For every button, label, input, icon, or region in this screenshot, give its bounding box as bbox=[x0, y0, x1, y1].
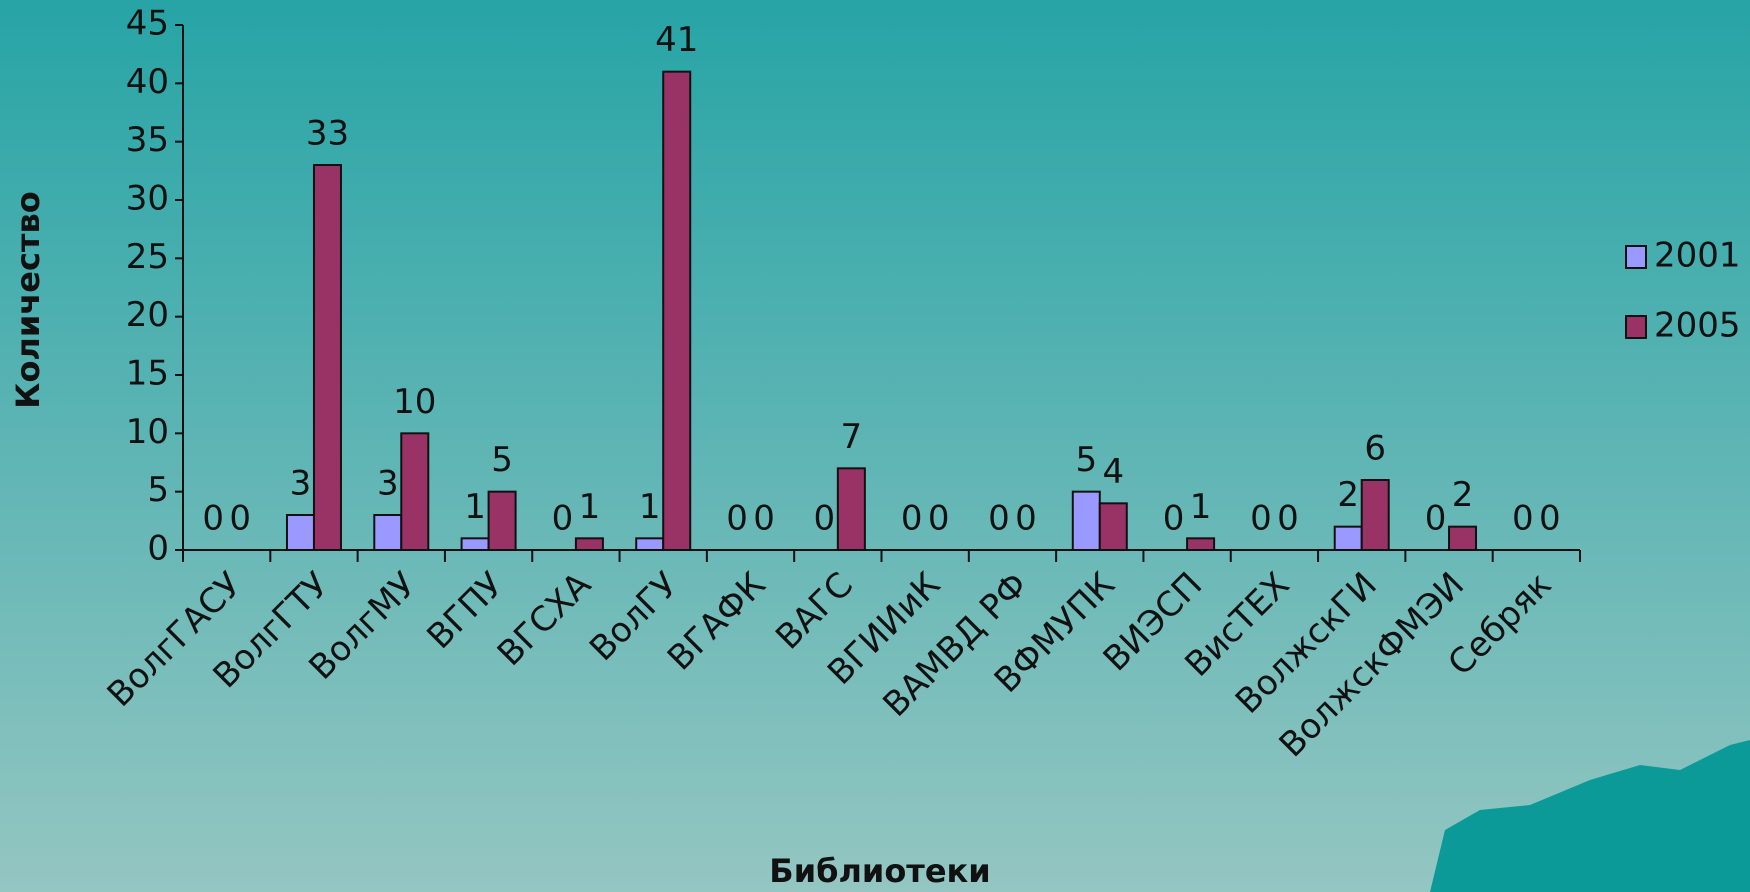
data-label: 0 bbox=[726, 499, 748, 539]
data-label: 0 bbox=[552, 499, 574, 539]
bar bbox=[635, 537, 665, 551]
data-label: 0 bbox=[202, 499, 224, 539]
data-label: 0 bbox=[753, 499, 775, 539]
y-tick-label: 5 bbox=[147, 470, 169, 510]
y-tick-label: 10 bbox=[126, 412, 169, 452]
data-label: 5 bbox=[1075, 440, 1097, 480]
y-tick-label: 20 bbox=[126, 295, 169, 335]
bar bbox=[1098, 502, 1128, 552]
bar bbox=[1333, 525, 1363, 552]
bar bbox=[400, 432, 430, 552]
bar bbox=[1360, 479, 1390, 551]
data-label: 10 bbox=[393, 382, 436, 422]
data-label: 1 bbox=[464, 487, 486, 527]
data-label: 0 bbox=[1425, 499, 1447, 539]
bar bbox=[373, 514, 403, 551]
x-axis-title: Библиотеки bbox=[769, 852, 990, 890]
bar bbox=[460, 537, 490, 551]
y-tick-label: 0 bbox=[147, 529, 169, 569]
y-tick-label: 45 bbox=[126, 4, 169, 44]
bar bbox=[1448, 525, 1478, 552]
y-tick-label: 40 bbox=[126, 62, 169, 102]
data-label: 7 bbox=[841, 417, 863, 457]
data-label: 0 bbox=[1539, 499, 1561, 539]
legend-swatch bbox=[1625, 245, 1647, 269]
data-label: 33 bbox=[306, 114, 349, 154]
y-tick-label: 30 bbox=[126, 179, 169, 219]
legend-label: 2005 bbox=[1654, 306, 1741, 346]
data-label: 1 bbox=[1190, 487, 1212, 527]
bar bbox=[1071, 490, 1101, 551]
bar bbox=[487, 490, 517, 551]
y-tick-label: 35 bbox=[126, 120, 169, 160]
data-label: 5 bbox=[491, 440, 513, 480]
data-label: 1 bbox=[639, 487, 661, 527]
data-label: 1 bbox=[579, 487, 601, 527]
bar bbox=[574, 537, 604, 551]
data-label: 0 bbox=[988, 499, 1010, 539]
data-label: 0 bbox=[1512, 499, 1534, 539]
data-label: 0 bbox=[1163, 499, 1185, 539]
data-label: 0 bbox=[229, 499, 251, 539]
bar bbox=[836, 467, 866, 552]
legend-label: 2001 bbox=[1654, 236, 1741, 276]
y-tick-label: 25 bbox=[126, 237, 169, 277]
data-label: 0 bbox=[1250, 499, 1272, 539]
data-label: 0 bbox=[814, 499, 836, 539]
data-label: 2 bbox=[1452, 475, 1474, 515]
y-axis-title: Количество bbox=[9, 191, 47, 408]
data-label: 41 bbox=[655, 20, 698, 60]
legend-swatch bbox=[1625, 315, 1647, 339]
bar bbox=[285, 514, 315, 551]
data-label: 0 bbox=[1277, 499, 1299, 539]
data-label: 0 bbox=[928, 499, 950, 539]
bar bbox=[312, 164, 342, 551]
data-label: 3 bbox=[377, 464, 399, 504]
data-label: 4 bbox=[1102, 452, 1124, 492]
bar bbox=[1186, 537, 1216, 551]
y-tick-label: 15 bbox=[126, 354, 169, 394]
data-label: 6 bbox=[1364, 429, 1386, 469]
data-label: 3 bbox=[290, 464, 312, 504]
bar bbox=[662, 70, 692, 552]
data-label: 0 bbox=[901, 499, 923, 539]
decoration bbox=[1430, 740, 1750, 892]
data-label: 2 bbox=[1337, 475, 1359, 515]
data-label: 0 bbox=[1015, 499, 1037, 539]
